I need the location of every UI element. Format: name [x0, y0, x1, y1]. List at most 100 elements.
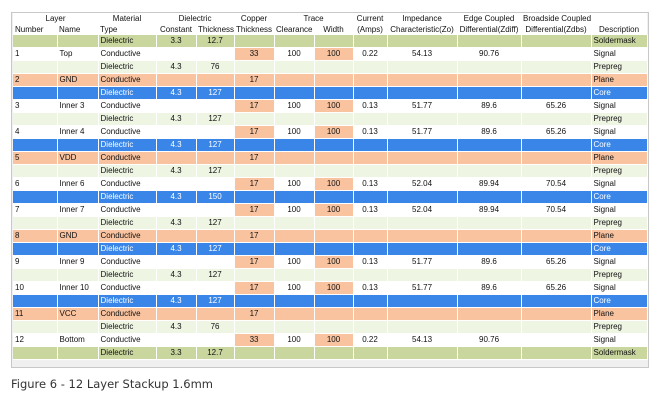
group-header-layer: Layer [13, 13, 99, 24]
table-cell: 33 [234, 333, 275, 347]
table-cell [156, 281, 197, 295]
table-cell: Prepreg [591, 112, 648, 126]
table-cell: Dielectric [98, 138, 157, 152]
table-cell [353, 320, 388, 334]
table-cell: 100 [314, 333, 354, 347]
table-cell [196, 73, 235, 87]
table-cell: 51.77 [387, 125, 458, 139]
group-header-broadside-coupled: Broadside Coupled [521, 13, 592, 24]
table-cell: 90.76 [457, 333, 522, 347]
group-header-trace: Trace [274, 13, 354, 24]
table-cell: 70.54 [521, 203, 592, 217]
table-cell: Inner 3 [57, 99, 99, 113]
table-cell [196, 99, 235, 113]
table-cell: 17 [234, 229, 275, 243]
stackup-row-plane: 8 GND Conductive 17 Plane [13, 229, 648, 243]
table-cell [387, 268, 458, 282]
table-cell: 100 [274, 177, 315, 191]
table-cell: Soldermask [591, 346, 648, 360]
table-cell: 4.3 [156, 60, 197, 74]
table-cell [234, 60, 275, 74]
table-cell: 6 [13, 177, 58, 191]
table-cell: 54.13 [387, 333, 458, 347]
table-cell [314, 268, 354, 282]
table-cell: 4.3 [156, 320, 197, 334]
table-cell: 70.54 [521, 177, 592, 191]
table-cell [457, 60, 522, 74]
table-cell [521, 112, 592, 126]
table-cell: Conductive [98, 99, 157, 113]
table-cell: Signal [591, 281, 648, 295]
table-cell [521, 307, 592, 321]
table-cell [274, 112, 315, 126]
table-cell: Inner 7 [57, 203, 99, 217]
table-cell: Soldermask [591, 35, 648, 48]
table-cell [13, 112, 58, 126]
table-cell: 3.3 [156, 35, 197, 48]
table-cell [156, 177, 197, 191]
table-cell: 4.3 [156, 268, 197, 282]
group-header-impedance: Impedance [387, 13, 458, 24]
table-cell: Signal [591, 125, 648, 139]
stackup-row-prepreg: Dielectric 4.3 127 Prepreg [13, 216, 648, 230]
table-cell [457, 112, 522, 126]
table-cell [57, 242, 99, 256]
table-cell [314, 320, 354, 334]
stackup-table-body: Layer Material Dielectric Copper Trace Curren… [13, 13, 648, 360]
stackup-row-prepreg: Dielectric 4.3 127 Prepreg [13, 164, 648, 178]
table-cell [521, 320, 592, 334]
table-cell: 100 [314, 99, 354, 113]
table-cell: Plane [591, 151, 648, 165]
table-cell: 4.3 [156, 242, 197, 256]
table-cell: 3 [13, 99, 58, 113]
table-cell [353, 242, 388, 256]
table-cell: 76 [196, 60, 235, 74]
table-cell [274, 138, 315, 152]
table-cell [387, 138, 458, 152]
table-cell: Conductive [98, 177, 157, 191]
table-cell: 12.7 [196, 346, 235, 360]
table-cell [314, 86, 354, 100]
table-cell [274, 307, 315, 321]
table-cell [457, 320, 522, 334]
table-cell: 17 [234, 255, 275, 269]
table-cell [521, 294, 592, 308]
table-cell [13, 216, 58, 230]
table-cell: Conductive [98, 47, 157, 61]
table-cell: 4 [13, 125, 58, 139]
table-cell: GND [57, 73, 99, 87]
table-cell [387, 320, 458, 334]
table-cell [521, 164, 592, 178]
table-cell: 0.13 [353, 177, 388, 191]
stackup-row-signal: 4 Inner 4 Conductive 17 100 100 0.13 51.77 89.6 6… [13, 125, 648, 139]
table-cell [387, 216, 458, 230]
column-header: Thickness [234, 24, 275, 35]
table-cell [353, 60, 388, 74]
table-cell [196, 203, 235, 217]
table-cell [353, 151, 388, 165]
table-cell: Bottom [57, 333, 99, 347]
table-cell [234, 35, 275, 48]
table-cell: Conductive [98, 151, 157, 165]
table-cell [196, 47, 235, 61]
table-cell: 0.13 [353, 281, 388, 295]
header-column-row: Number Name Type Constant Thickness Thickness… [13, 24, 648, 35]
table-cell: 100 [314, 255, 354, 269]
header-group-row: Layer Material Dielectric Copper Trace Curren… [13, 13, 648, 24]
table-cell: 0.13 [353, 203, 388, 217]
table-cell [234, 112, 275, 126]
table-cell [387, 60, 458, 74]
table-cell [457, 294, 522, 308]
table-cell [274, 164, 315, 178]
table-cell: 65.26 [521, 125, 592, 139]
table-cell: Top [57, 47, 99, 61]
table-cell [314, 138, 354, 152]
table-cell: 65.26 [521, 281, 592, 295]
table-cell: Dielectric [98, 346, 157, 360]
stackup-table-panel: Layer Material Dielectric Copper Trace Curren… [11, 12, 649, 368]
table-cell: Inner 10 [57, 281, 99, 295]
table-cell [353, 307, 388, 321]
table-cell: Dielectric [98, 268, 157, 282]
column-header: Description [591, 24, 648, 35]
table-cell: 100 [314, 203, 354, 217]
